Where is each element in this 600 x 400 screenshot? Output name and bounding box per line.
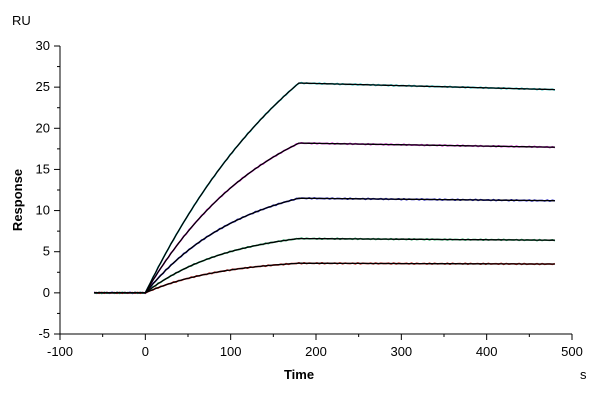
x-tick-label: -100 (47, 344, 73, 359)
y-unit-label: RU (12, 13, 31, 28)
y-tick-label: 0 (43, 285, 50, 300)
x-tick-label: 300 (390, 344, 412, 359)
fit-layer (94, 82, 555, 294)
fit-line-2 (94, 142, 555, 294)
y-ticks: -5 0 5 10 15 20 25 30 (36, 38, 60, 341)
y-tick-label: 30 (36, 38, 50, 53)
fit-line-5 (94, 262, 555, 294)
fit-line-1 (94, 82, 555, 294)
x-unit-label: s (580, 367, 587, 382)
series-line-5 (94, 261, 556, 295)
y-tick-label: 5 (43, 244, 50, 259)
series-line-3 (93, 197, 556, 295)
y-tick-label: 25 (36, 79, 50, 94)
series-line-2 (93, 142, 556, 295)
y-tick-label: -5 (38, 326, 50, 341)
series-layer (93, 81, 556, 295)
plot-axes (59, 46, 572, 335)
y-tick-label: 10 (36, 203, 50, 218)
x-tick-label: 0 (142, 344, 149, 359)
x-axis-title: Time (284, 367, 314, 382)
y-axis-title: Response (10, 169, 25, 231)
fit-line-4 (94, 237, 555, 294)
x-tick-label: 500 (561, 344, 583, 359)
series-line-1 (93, 81, 556, 295)
x-tick-label: 100 (220, 344, 242, 359)
x-ticks: -100 0 100 200 300 400 500 (47, 334, 583, 359)
x-tick-label: 400 (476, 344, 498, 359)
x-tick-label: 200 (305, 344, 327, 359)
fit-line-3 (94, 197, 555, 294)
y-tick-label: 15 (36, 161, 50, 176)
y-tick-label: 20 (36, 120, 50, 135)
